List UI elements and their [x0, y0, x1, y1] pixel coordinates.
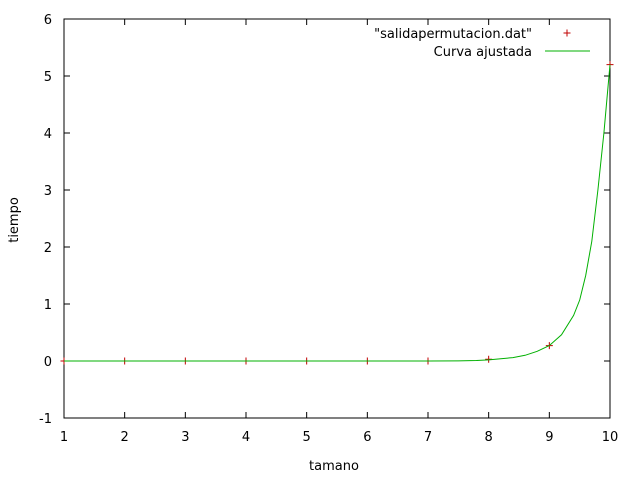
- x-tick-label: 2: [121, 430, 129, 445]
- y-tick-label: 1: [44, 298, 52, 313]
- x-tick-label: 3: [181, 430, 189, 445]
- y-tick-label: 0: [44, 355, 52, 370]
- x-tick-label: 5: [303, 430, 311, 445]
- x-tick-label: 1: [60, 430, 68, 445]
- x-axis-label: tamano: [309, 459, 359, 474]
- y-tick-label: 4: [44, 127, 52, 142]
- y-tick-label: 5: [44, 70, 52, 85]
- y-tick-label: -1: [39, 412, 52, 427]
- axis-ticks: 1 2 3 4 5 6 7 8 9 10 -1 0 1 2 3 4 5 6: [39, 13, 618, 445]
- x-tick-label: 6: [363, 430, 371, 445]
- y-tick-label: 3: [44, 184, 52, 199]
- x-tick-label: 9: [545, 430, 553, 445]
- legend-entry-label: Curva ajustada: [434, 45, 532, 60]
- series-layer: [60, 61, 614, 365]
- legend-entry-label: "salidapermutacion.dat": [374, 27, 532, 42]
- series-line-curva-ajustada: [64, 64, 611, 362]
- y-tick-label: 6: [44, 13, 52, 28]
- y-axis-label: tiempo: [7, 197, 22, 243]
- legend: "salidapermutacion.dat" Curva ajustada: [374, 27, 590, 60]
- x-tick-label: 10: [602, 430, 619, 445]
- plot-frame: [63, 18, 611, 419]
- x-tick-label: 7: [424, 430, 432, 445]
- legend-point-swatch: [563, 29, 571, 37]
- x-tick-label: 4: [242, 430, 250, 445]
- y-tick-label: 2: [44, 241, 52, 256]
- x-tick-label: 8: [485, 430, 493, 445]
